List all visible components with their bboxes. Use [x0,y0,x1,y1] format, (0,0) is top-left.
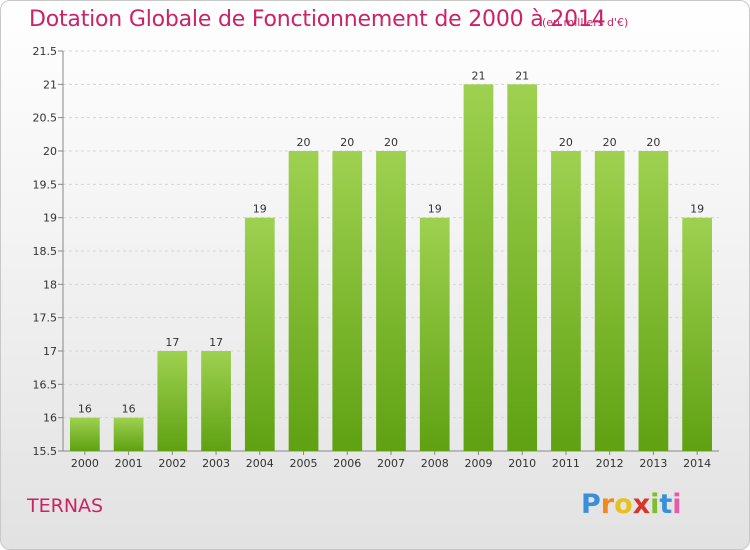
bar [288,151,319,451]
logo-letter: o [614,489,633,520]
x-tick-label: 2003 [202,457,230,470]
bar [157,351,188,451]
bar [682,217,713,451]
x-tick-label: 2004 [246,457,274,470]
x-tick-label: 2005 [290,457,318,470]
bar-value-label: 19 [428,203,442,216]
bar-value-label: 19 [253,203,267,216]
bar-value-label: 16 [78,403,92,416]
x-tick-label: 2008 [421,457,449,470]
chart-subtitle: (en milliers d'€) [542,16,629,29]
y-tick-label: 18 [43,278,57,291]
bar-value-label: 17 [165,336,179,349]
bar [638,151,669,451]
bar-value-label: 19 [690,203,704,216]
bar-value-label: 20 [559,136,573,149]
bar [69,417,100,451]
x-tick-label: 2007 [377,457,405,470]
logo-letter: P [581,489,601,520]
bar [463,84,494,451]
x-tick-label: 2013 [639,457,667,470]
bar-value-label: 21 [515,69,529,82]
logo-letter: t [659,489,673,520]
y-tick-label: 16 [43,412,57,425]
bar-value-label: 20 [384,136,398,149]
bar [201,351,231,451]
y-tick-label: 19.5 [33,178,58,191]
logo-letter: i [650,489,660,520]
x-tick-label: 2002 [158,457,186,470]
proxiti-logo: Proxiti [581,489,682,520]
x-tick-label: 2011 [552,457,580,470]
commune-name: TERNAS [27,495,104,517]
bar-value-label: 21 [471,69,485,82]
bar [507,84,538,451]
y-tick-label: 21 [43,78,57,91]
x-tick-label: 2000 [71,457,99,470]
bar-value-label: 20 [646,136,660,149]
x-tick-label: 2014 [683,457,711,470]
logo-letter: i [672,489,682,520]
bar [244,217,275,451]
chart-title: Dotation Globale de Fonctionnement de 20… [29,7,606,32]
bar-value-label: 20 [340,136,354,149]
y-tick-label: 18.5 [33,245,58,258]
bar [376,151,406,451]
x-tick-label: 2006 [333,457,361,470]
bar [551,151,581,451]
y-tick-label: 20.5 [33,112,58,125]
x-tick-label: 2009 [464,457,492,470]
bar [594,151,625,451]
x-tick-label: 2012 [596,457,624,470]
bar [419,217,450,451]
y-tick-label: 19 [43,212,57,225]
y-tick-label: 17.5 [33,312,58,325]
bar-value-label: 16 [122,403,136,416]
bar-value-label: 20 [603,136,617,149]
y-tick-label: 17 [43,345,57,358]
bar [332,151,363,451]
bar-value-label: 17 [209,336,223,349]
x-tick-label: 2001 [115,457,143,470]
bar [113,417,144,451]
logo-letter: r [600,489,615,520]
y-tick-label: 20 [43,145,57,158]
bar-value-label: 20 [297,136,311,149]
y-tick-label: 21.5 [33,45,58,58]
x-tick-label: 2010 [508,457,536,470]
logo-letter: x [632,489,651,520]
y-tick-label: 16.5 [33,378,58,391]
y-tick-label: 15.5 [33,445,58,458]
